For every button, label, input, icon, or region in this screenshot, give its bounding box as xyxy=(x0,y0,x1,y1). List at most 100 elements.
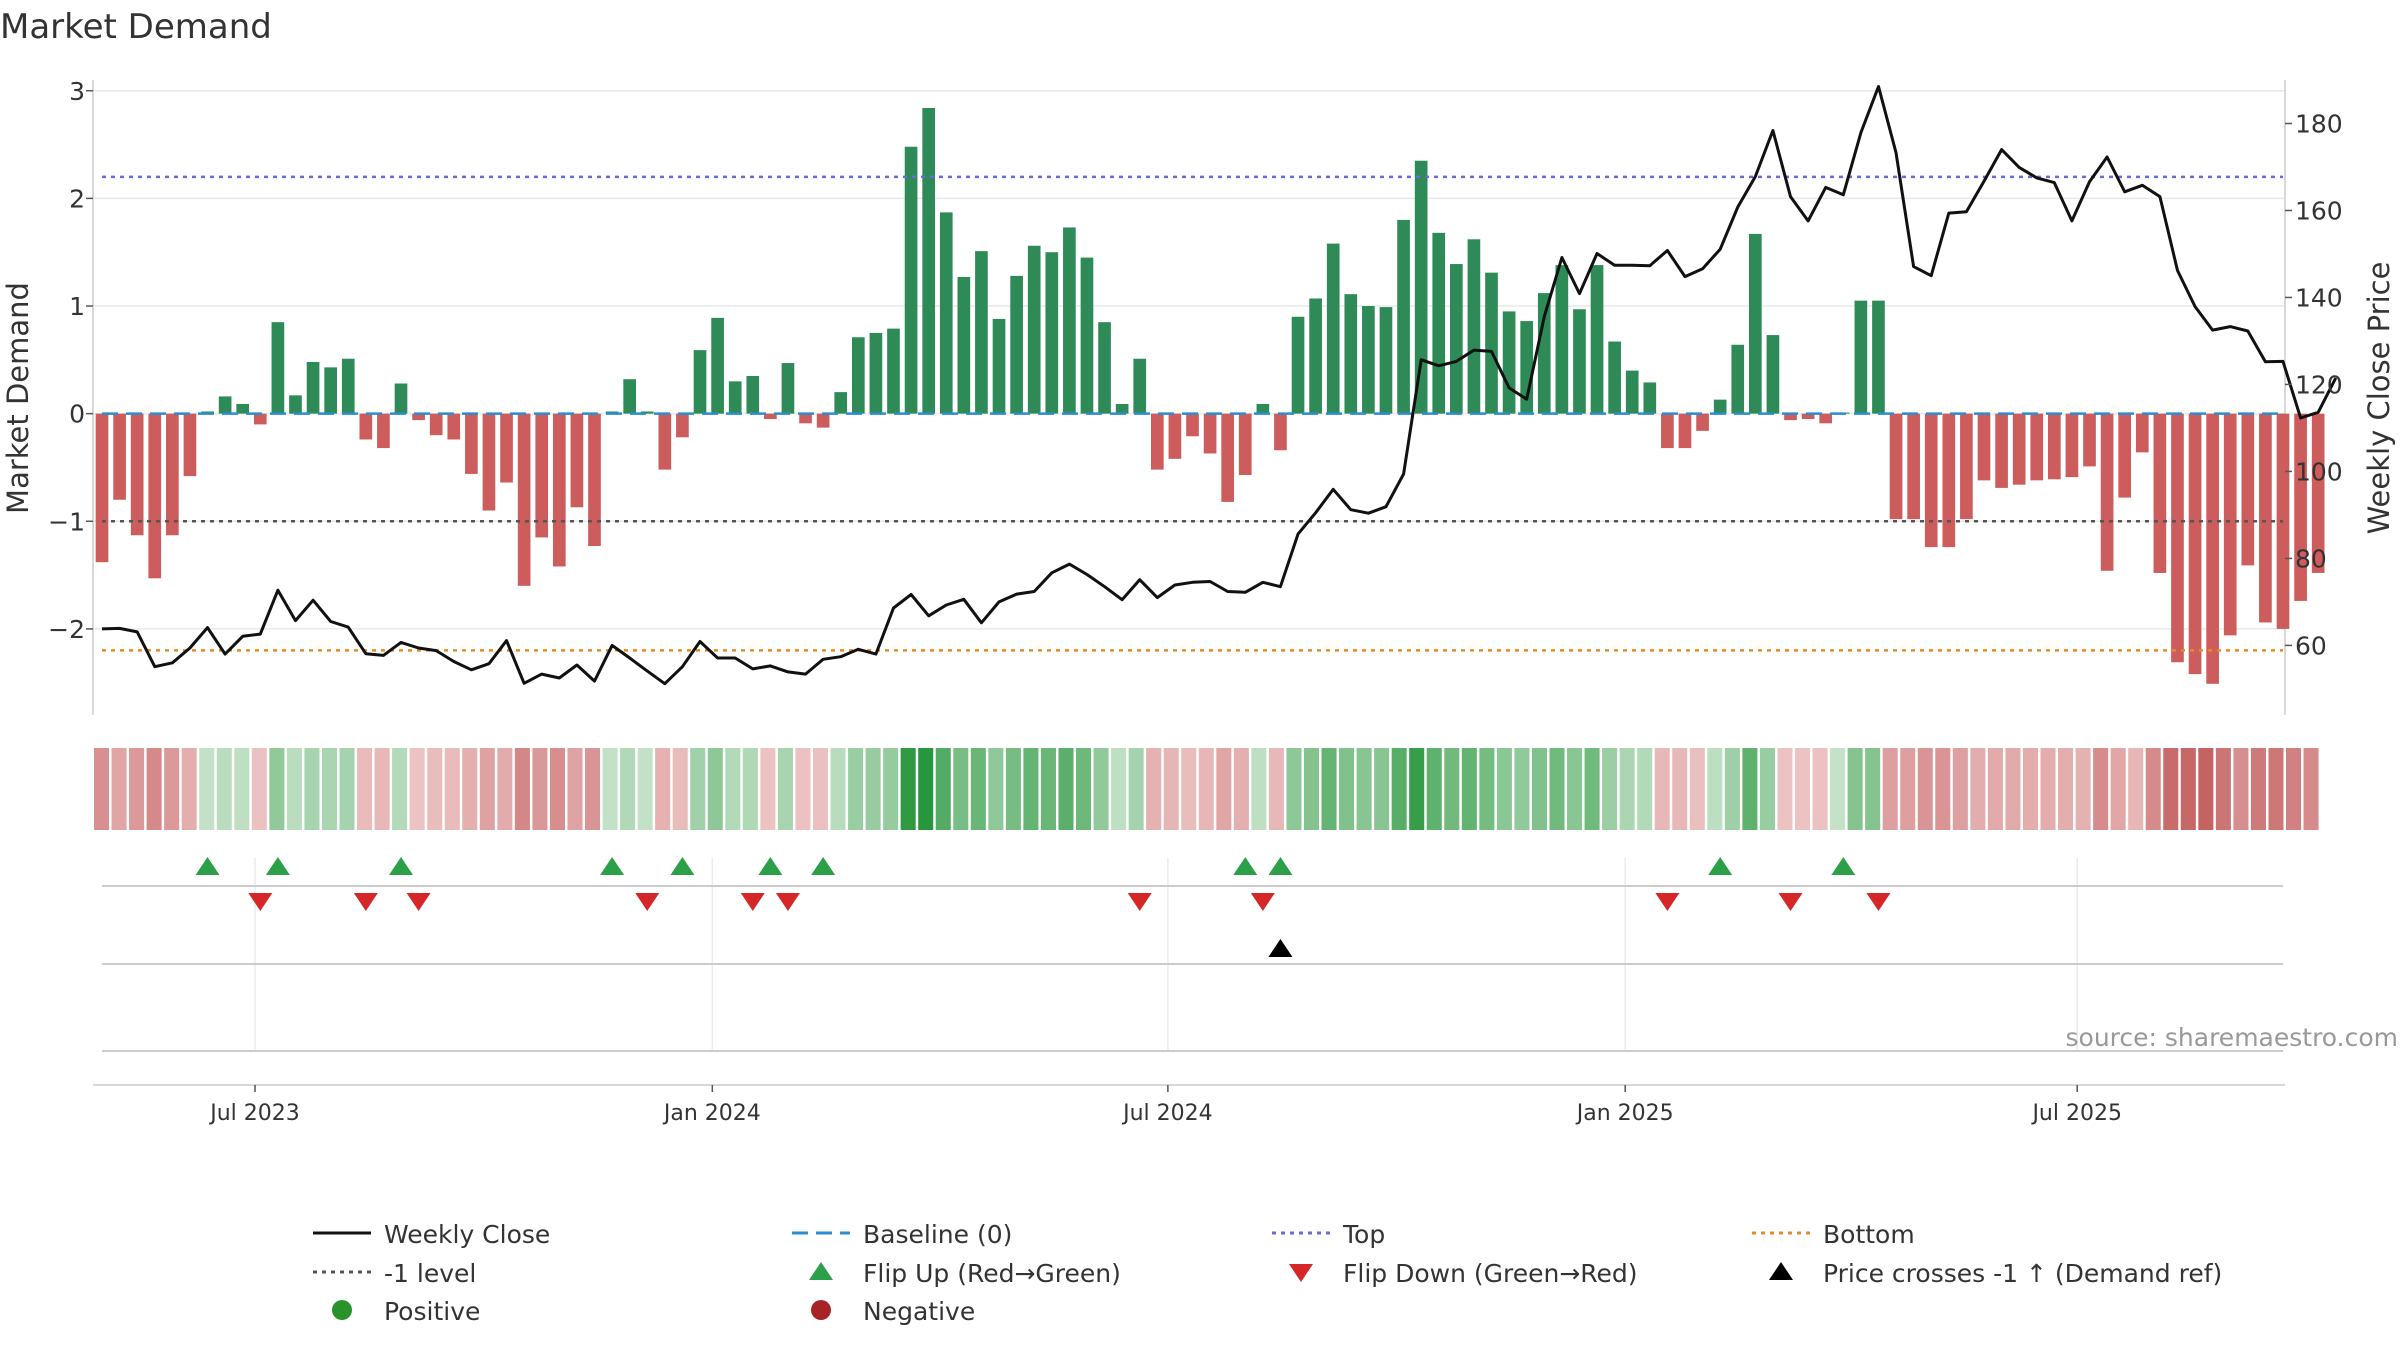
demand-bar-positive xyxy=(394,383,408,414)
flip-down-marker xyxy=(406,893,431,911)
demand-bar-negative xyxy=(1801,413,1815,420)
heat-cell-negative xyxy=(251,748,267,830)
demand-bar-negative xyxy=(166,413,179,536)
heat-cell-positive xyxy=(1076,748,1092,830)
demand-bar-positive xyxy=(1713,399,1727,414)
demand-bar-negative xyxy=(465,413,478,474)
demand-bar-negative xyxy=(1907,413,1920,520)
heat-cell-negative xyxy=(795,748,811,830)
heat-cell-positive xyxy=(725,748,741,830)
demand-bar-negative xyxy=(1819,413,1833,424)
heat-cell-negative xyxy=(1198,748,1214,830)
heat-cell-negative xyxy=(2075,748,2091,830)
demand-bar-negative xyxy=(1221,413,1235,502)
demand-bar-negative xyxy=(2030,413,2044,481)
heat-cell-negative xyxy=(1935,748,1951,830)
left-tick-label: 3 xyxy=(69,77,85,106)
demand-bar-negative xyxy=(2223,413,2237,636)
heat-cell-positive xyxy=(216,748,232,830)
demand-bar-negative xyxy=(1960,413,1973,520)
heat-cell-negative xyxy=(567,748,583,830)
heat-cell-negative xyxy=(2005,748,2021,830)
demand-bar-negative xyxy=(130,413,144,536)
heat-cell-negative xyxy=(2040,748,2056,830)
heat-cell-negative xyxy=(2093,748,2109,830)
demand-bar-negative xyxy=(2188,413,2202,675)
demand-bar-positive xyxy=(1643,382,1657,414)
heat-cell-negative xyxy=(514,748,530,830)
heat-cell-negative xyxy=(2022,748,2038,830)
demand-bar-negative xyxy=(570,413,584,508)
demand-bar-negative xyxy=(1186,413,1199,437)
heat-cell-negative xyxy=(357,748,373,830)
right-tick-label: 80 xyxy=(2295,544,2327,573)
flip-down-marker xyxy=(1778,893,1803,911)
legend-label: Bottom xyxy=(1823,1220,1915,1249)
demand-bar-negative xyxy=(1924,413,1938,548)
heat-cell-negative xyxy=(2180,748,2196,830)
legend-flip-down: Flip Down (Green→Red) xyxy=(1289,1259,1638,1288)
demand-bar-positive xyxy=(1555,265,1569,414)
demand-bar-negative xyxy=(1696,413,1709,431)
heat-cell-negative xyxy=(94,748,110,830)
heat-cell-negative xyxy=(2198,748,2214,830)
heat-cell-positive xyxy=(900,748,916,830)
demand-bar-positive xyxy=(1326,243,1340,414)
demand-bar-positive xyxy=(992,318,1006,414)
x-tick-label: Jan 2024 xyxy=(662,1101,761,1126)
heat-cell-positive xyxy=(918,748,934,830)
heat-cell-positive xyxy=(1251,748,1267,830)
heat-cell-positive xyxy=(1479,748,1495,830)
flip-down-marker xyxy=(1655,893,1680,911)
heat-cell-negative xyxy=(1882,748,1898,830)
demand-bar-negative xyxy=(1678,413,1692,449)
demand-bar-negative xyxy=(113,413,126,500)
y-gridlines xyxy=(93,90,2285,630)
heat-cell-negative xyxy=(1952,748,1968,830)
heat-cell-positive xyxy=(620,748,636,830)
heat-cell-positive xyxy=(1549,748,1565,830)
demand-bar-negative xyxy=(658,413,672,470)
demand-bar-negative xyxy=(1942,413,1956,548)
heat-cell-positive xyxy=(953,748,969,830)
demand-bar-positive xyxy=(1502,311,1516,414)
heat-cell-negative xyxy=(549,748,565,830)
demand-bar-negative xyxy=(1977,413,1991,481)
demand-bar-negative xyxy=(1274,413,1287,451)
heat-cell-positive xyxy=(1637,748,1653,830)
chart-title: Market Demand xyxy=(0,7,272,47)
heat-cell-negative xyxy=(146,748,162,830)
demand-bar-negative xyxy=(2241,413,2255,566)
heat-cell-negative xyxy=(2233,748,2249,830)
legend-label: Positive xyxy=(384,1297,480,1326)
heat-cell-negative xyxy=(1146,748,1162,830)
demand-bar-positive xyxy=(1379,307,1393,414)
heat-cell-negative xyxy=(1900,748,1916,830)
demand-bar-positive xyxy=(887,328,900,414)
heat-cell-negative xyxy=(1181,748,1197,830)
demand-bar-positive xyxy=(1309,298,1322,414)
demand-bar-positive xyxy=(1098,322,1111,414)
demand-bar-positive xyxy=(1256,403,1270,414)
demand-bar-negative xyxy=(183,413,197,477)
heat-cell-positive xyxy=(1023,748,1039,830)
heat-cell-positive xyxy=(1496,748,1512,830)
demand-bar-negative xyxy=(429,413,443,436)
heat-cell-positive xyxy=(339,748,355,830)
demand-bar-positive xyxy=(1485,272,1498,414)
x-tick-label: Jul 2024 xyxy=(1121,1101,1213,1126)
demand-bar-positive xyxy=(1537,293,1551,414)
demand-heat-strip xyxy=(94,748,2319,830)
demand-bar-positive xyxy=(1432,232,1446,414)
heat-cell-positive xyxy=(392,748,408,830)
heat-cell-positive xyxy=(1514,748,1530,830)
demand-bar-positive xyxy=(1080,257,1094,414)
legend-label: -1 level xyxy=(384,1259,476,1288)
flip-up-marker xyxy=(670,857,695,875)
heat-cell-negative xyxy=(1777,748,1793,830)
demand-bars xyxy=(95,107,2325,684)
legend-label: Baseline (0) xyxy=(863,1220,1012,1249)
right-tick-label: 180 xyxy=(2295,109,2343,138)
heat-cell-negative xyxy=(2163,748,2179,830)
demand-bar-positive xyxy=(218,396,232,414)
